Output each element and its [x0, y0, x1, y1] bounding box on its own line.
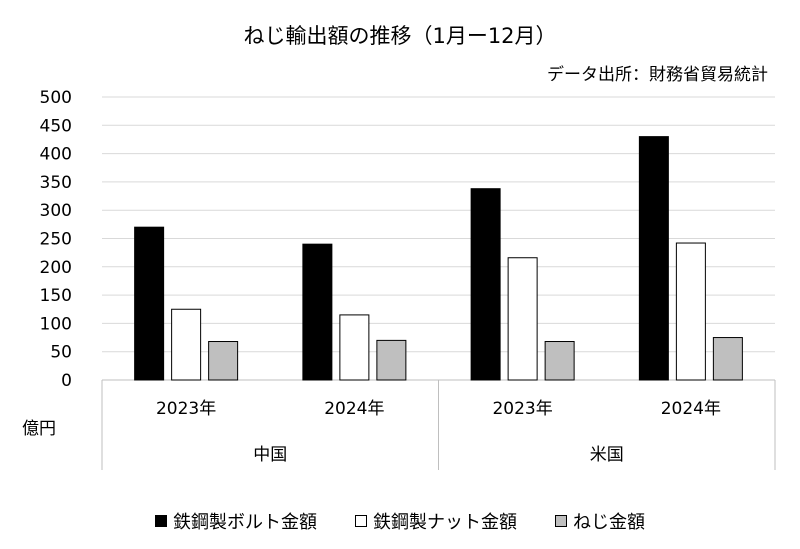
bar-ねじ金額-中国-2023年: [208, 341, 239, 381]
chart-title: ねじ輸出額の推移（1月ー12月）: [243, 24, 557, 48]
y-tick-label: 0: [61, 371, 72, 391]
x-group-label: 中国: [253, 445, 287, 465]
legend-label: 鉄鋼製ナット金額: [373, 512, 517, 533]
legend-label: ねじ金額: [573, 512, 645, 533]
bar-鉄鋼製ボルト金額-米国-2023年: [470, 188, 501, 381]
bar-ねじ金額-中国-2024年: [376, 339, 407, 381]
bar-鉄鋼製ナット金額-中国-2024年: [339, 314, 370, 381]
x-category-label: 2024年: [661, 399, 721, 419]
legend-item: 鉄鋼製ナット金額: [355, 508, 517, 534]
chart-source: データ出所：財務省貿易統計: [547, 65, 768, 85]
y-tick-label: 50: [50, 343, 72, 363]
x-category-label: 2023年: [156, 399, 216, 419]
bar-鉄鋼製ボルト金額-中国-2023年: [134, 226, 165, 381]
y-tick-label: 250: [40, 230, 72, 250]
y-tick-label: 350: [40, 173, 72, 193]
x-category-label: 2023年: [492, 399, 552, 419]
bar-鉄鋼製ボルト金額-米国-2024年: [638, 136, 669, 381]
y-tick-label: 200: [40, 258, 72, 278]
y-tick-label: 500: [40, 88, 72, 108]
bar-鉄鋼製ナット金額-米国-2024年: [675, 242, 706, 381]
legend-label: 鉄鋼製ボルト金額: [173, 512, 317, 533]
bar-鉄鋼製ボルト金額-中国-2024年: [302, 243, 333, 381]
bar-鉄鋼製ナット金額-米国-2023年: [507, 257, 538, 381]
y-tick-label: 400: [40, 145, 72, 165]
bar-鉄鋼製ナット金額-中国-2023年: [171, 308, 202, 381]
y-tick-label: 100: [40, 314, 72, 334]
y-tick-label: 300: [40, 201, 72, 221]
legend-item: ねじ金額: [555, 508, 645, 534]
x-group-label: 米国: [590, 445, 624, 465]
x-category-label: 2024年: [324, 399, 384, 419]
bar-ねじ金額-米国-2024年: [712, 337, 743, 381]
legend: 鉄鋼製ボルト金額 鉄鋼製ナット金額 ねじ金額: [0, 508, 800, 534]
y-tick-label: 450: [40, 116, 72, 136]
legend-swatch: [555, 515, 567, 527]
y-tick-label: 150: [40, 286, 72, 306]
legend-swatch: [155, 515, 167, 527]
legend-item: 鉄鋼製ボルト金額: [155, 508, 317, 534]
bar-ねじ金額-米国-2023年: [544, 341, 575, 381]
legend-swatch: [355, 515, 367, 527]
y-axis-unit-label: 億円: [22, 419, 56, 439]
